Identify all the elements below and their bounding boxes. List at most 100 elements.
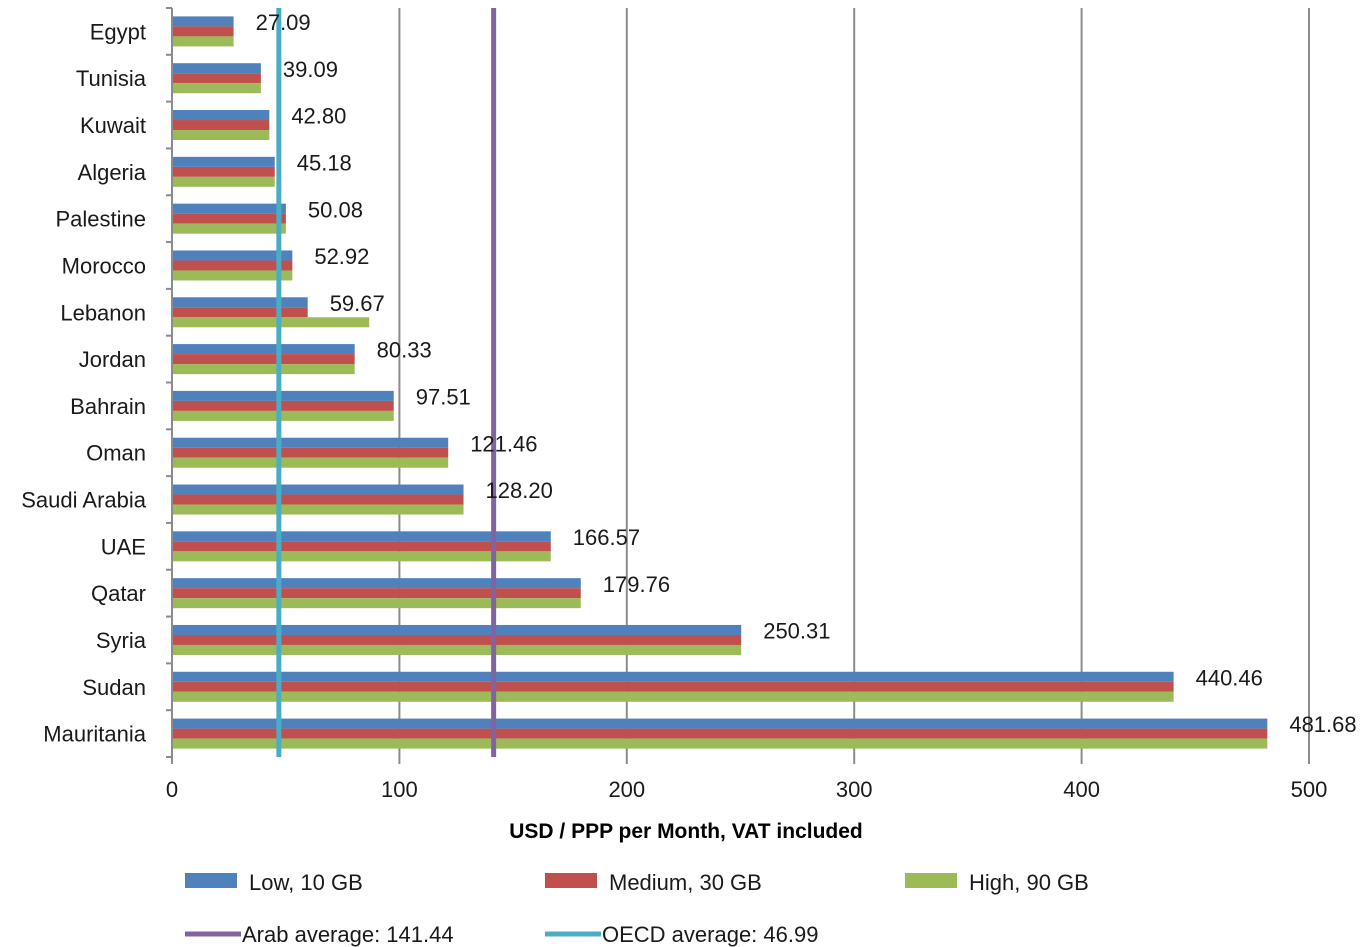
bar [172, 16, 234, 27]
data-label: 97.51 [416, 385, 471, 410]
bar [172, 156, 275, 167]
category-label: Tunisia [76, 66, 147, 91]
bar [172, 260, 293, 271]
category-label: UAE [101, 534, 146, 559]
bar [172, 644, 742, 655]
bar [172, 130, 270, 141]
data-label: 179.76 [603, 572, 670, 597]
bar [172, 26, 234, 37]
data-label: 440.46 [1196, 665, 1263, 690]
data-label: 39.09 [283, 57, 338, 82]
data-label: 50.08 [308, 197, 363, 222]
bar [172, 634, 742, 645]
category-label: Bahrain [70, 394, 146, 419]
bar [172, 36, 234, 47]
category-label: Mauritania [43, 722, 146, 747]
bar [172, 63, 261, 74]
bar [172, 176, 275, 187]
data-label: 128.20 [486, 478, 553, 503]
bar [172, 297, 308, 308]
bar [172, 390, 394, 401]
bar [172, 437, 449, 448]
bar [172, 410, 394, 421]
data-label: 121.46 [470, 431, 537, 456]
category-label: Lebanon [60, 300, 146, 325]
bar [172, 73, 261, 84]
bar [172, 83, 261, 94]
legend-swatch [905, 873, 957, 888]
x-tick-label: 400 [1063, 777, 1100, 802]
data-label: 52.92 [314, 244, 369, 269]
data-label: 80.33 [377, 338, 432, 363]
bar [172, 166, 275, 177]
bar [172, 681, 1174, 692]
data-label: 27.09 [256, 10, 311, 35]
legend-label: Arab average: 141.44 [242, 922, 454, 947]
x-tick-label: 0 [166, 777, 178, 802]
bar [172, 494, 464, 505]
legend-label: Low, 10 GB [249, 870, 363, 895]
bar [172, 270, 293, 281]
bar [172, 691, 1174, 702]
legend-swatch [185, 873, 237, 888]
bar [172, 250, 293, 261]
reference-lines [276, 8, 497, 757]
bar [172, 504, 464, 515]
category-label: Palestine [55, 207, 146, 232]
legend-label: OECD average: 46.99 [602, 922, 818, 947]
category-label: Morocco [62, 253, 146, 278]
x-tick-label: 300 [836, 777, 873, 802]
axes: 0 100 200 300 400 500 Egypt Tunisia Kuwait Algeri… [21, 7, 1328, 802]
bar [172, 738, 1268, 749]
category-label: Qatar [91, 581, 146, 606]
bar [172, 578, 581, 589]
bar [172, 624, 742, 635]
data-label: 42.80 [291, 104, 346, 129]
bar [172, 400, 394, 411]
data-label: 250.31 [763, 619, 830, 644]
bar [172, 541, 551, 552]
bar [172, 447, 449, 458]
category-label: Saudi Arabia [21, 488, 147, 513]
data-label: 166.57 [573, 525, 640, 550]
bars [172, 16, 1268, 749]
legend-swatch [545, 873, 597, 888]
bar [172, 484, 464, 495]
bar [172, 120, 270, 131]
legend: Low, 10 GB Medium, 30 GB High, 90 GB Arab a… [185, 870, 1089, 947]
bar [172, 307, 308, 318]
category-label: Sudan [82, 675, 146, 700]
category-label: Egypt [90, 19, 146, 44]
bar [172, 317, 370, 328]
x-tick-label: 500 [1291, 777, 1328, 802]
data-label: 481.68 [1289, 712, 1356, 737]
category-label: Syria [96, 628, 147, 653]
category-label: Jordan [79, 347, 146, 372]
x-tick-label: 200 [608, 777, 645, 802]
legend-label: High, 90 GB [969, 870, 1089, 895]
bar [172, 110, 270, 121]
bar [172, 718, 1268, 729]
data-labels: 27.09 39.09 42.80 45.18 50.08 52.92 59.67 80.33… [256, 10, 1357, 737]
bar [172, 551, 551, 562]
bar [172, 457, 449, 468]
bar [172, 344, 355, 355]
category-label: Algeria [78, 160, 147, 185]
x-tick-label: 100 [381, 777, 418, 802]
bar [172, 728, 1268, 739]
bar [172, 588, 581, 599]
data-label: 45.18 [297, 150, 352, 175]
bar [172, 354, 355, 365]
bar [172, 671, 1174, 682]
legend-label: Medium, 30 GB [609, 870, 762, 895]
bar [172, 203, 286, 214]
bar [172, 598, 581, 609]
x-axis-title: USD / PPP per Month, VAT included [509, 820, 863, 843]
category-label: Oman [86, 441, 146, 466]
category-label: Kuwait [80, 113, 146, 138]
bar [172, 364, 355, 375]
bar [172, 213, 286, 224]
data-label: 59.67 [330, 291, 385, 316]
bar [172, 223, 286, 234]
